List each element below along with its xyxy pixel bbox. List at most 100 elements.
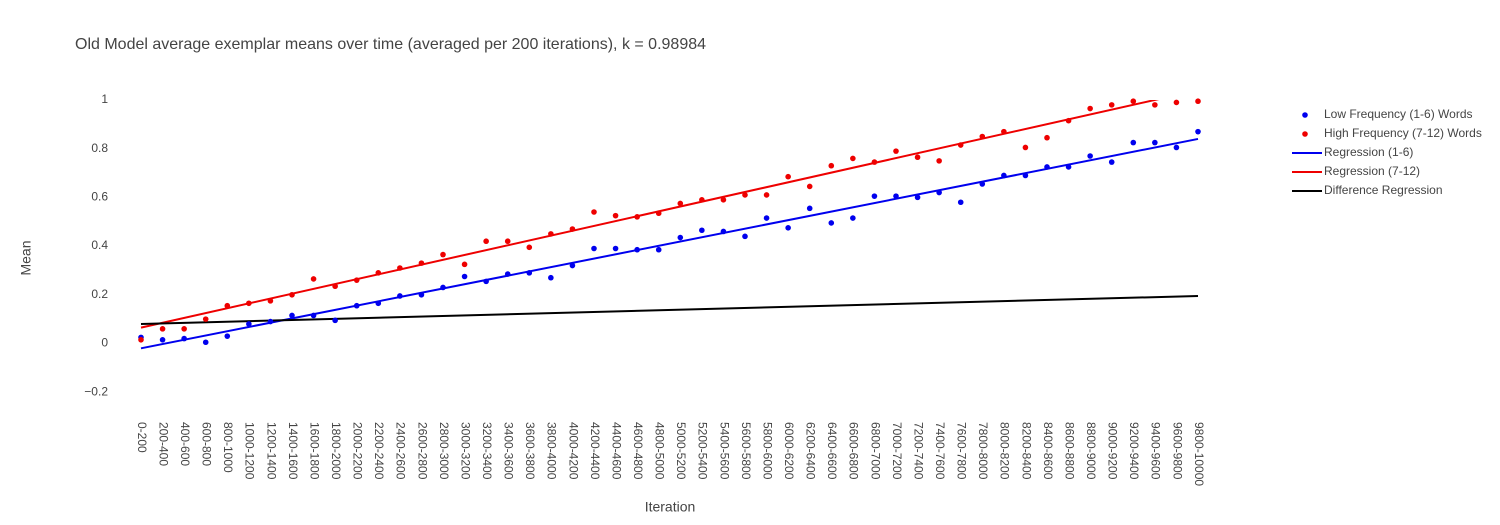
data-point xyxy=(655,246,662,253)
x-tick-label: 8600-8800 xyxy=(1062,422,1076,480)
x-tick-label: 8000-8200 xyxy=(998,422,1012,480)
data-point xyxy=(785,225,791,231)
data-point xyxy=(353,277,360,283)
data-point xyxy=(181,326,187,332)
data-point xyxy=(1001,172,1007,179)
legend-label: Low Frequency (1-6) Words xyxy=(1324,107,1473,121)
data-point xyxy=(569,262,576,269)
x-tick-label: 4200-4400 xyxy=(588,422,602,480)
data-point xyxy=(1022,144,1029,151)
data-point xyxy=(806,205,813,212)
data-point xyxy=(289,291,295,298)
x-tick-label: 1000-1200 xyxy=(243,422,257,480)
data-point xyxy=(569,226,576,232)
data-point xyxy=(418,291,425,298)
regression-line xyxy=(140,294,1199,325)
data-point xyxy=(893,193,899,199)
y-tick-label: 0.2 xyxy=(91,287,108,301)
y-tick-label: 0 xyxy=(101,336,108,350)
x-tick-label: 4600-4800 xyxy=(631,422,645,480)
data-point xyxy=(1195,128,1201,135)
data-point xyxy=(806,183,813,190)
regression-line xyxy=(140,100,1160,329)
data-point xyxy=(224,302,231,309)
data-point xyxy=(310,312,317,319)
data-point xyxy=(742,192,748,198)
data-point xyxy=(871,193,878,199)
data-point xyxy=(375,270,382,276)
data-point xyxy=(440,284,446,291)
x-tick-label: 7400-7600 xyxy=(933,422,947,480)
x-tick-label: 2800-3000 xyxy=(437,422,451,480)
x-tick-label: 7000-7200 xyxy=(890,422,904,480)
x-tick-label: 1600-1800 xyxy=(307,422,321,480)
x-tick-label: 0-200 xyxy=(135,422,149,453)
x-tick-label: 7600-7800 xyxy=(955,422,969,480)
data-point xyxy=(1044,164,1050,170)
data-point xyxy=(655,210,662,217)
legend-label: High Frequency (7-12) Words xyxy=(1324,126,1482,140)
data-point xyxy=(483,238,489,245)
x-tick-label: 7200-7400 xyxy=(911,422,925,480)
data-point xyxy=(246,321,252,327)
x-tick-label: 4400-4600 xyxy=(609,422,623,480)
data-point xyxy=(440,251,446,258)
data-point xyxy=(1087,105,1093,112)
data-point xyxy=(850,155,856,162)
legend-label: Difference Regression xyxy=(1324,183,1443,197)
x-tick-label: 800-1000 xyxy=(221,422,235,473)
y-tick-label: 0.8 xyxy=(91,141,108,155)
data-point xyxy=(375,300,382,307)
legend-marker xyxy=(1302,131,1308,137)
data-point xyxy=(246,300,252,307)
data-point xyxy=(720,197,727,203)
x-tick-label: 3000-3200 xyxy=(458,422,472,480)
x-tick-label: 1400-1600 xyxy=(286,422,300,480)
x-tick-label: 2400-2600 xyxy=(394,422,408,480)
data-point xyxy=(1065,117,1072,124)
x-tick-label: 600-800 xyxy=(200,422,214,466)
data-point xyxy=(483,278,489,285)
data-point xyxy=(634,214,640,220)
legend-label: Regression (1-6) xyxy=(1324,145,1413,159)
x-tick-label: 1800-2000 xyxy=(329,422,343,480)
x-tick-label: 9400-9600 xyxy=(1149,422,1163,480)
data-point xyxy=(138,337,144,343)
data-point xyxy=(720,228,727,235)
x-tick-label: 3200-3400 xyxy=(480,422,494,480)
data-point xyxy=(742,233,748,240)
chart-title: Old Model average exemplar means over ti… xyxy=(75,36,706,53)
data-point xyxy=(310,276,317,282)
data-point xyxy=(159,326,166,332)
data-point xyxy=(397,293,403,299)
data-point xyxy=(1022,172,1029,179)
x-tick-label: 1200-1400 xyxy=(264,422,278,480)
y-axis-title: Mean xyxy=(18,240,34,275)
data-point xyxy=(871,159,878,165)
data-point xyxy=(461,261,468,268)
x-tick-label: 6000-6200 xyxy=(782,422,796,480)
data-point xyxy=(202,316,209,322)
data-point xyxy=(1065,164,1072,170)
data-point xyxy=(828,162,835,169)
data-point xyxy=(914,154,921,161)
y-tick-label: 0.4 xyxy=(91,238,108,252)
data-point xyxy=(1001,128,1007,135)
data-point xyxy=(828,220,835,226)
x-tick-label: 200-400 xyxy=(156,422,170,466)
data-point xyxy=(957,199,964,206)
data-point xyxy=(159,337,166,343)
x-tick-label: 4000-4200 xyxy=(566,422,580,480)
data-point xyxy=(1152,139,1158,146)
legend-marker xyxy=(1302,112,1308,118)
data-point xyxy=(936,158,942,164)
x-tick-label: 2200-2400 xyxy=(372,422,386,480)
x-tick-label: 5200-5400 xyxy=(696,422,710,480)
data-point xyxy=(418,260,425,266)
y-tick-label: 1 xyxy=(101,92,108,106)
data-point xyxy=(677,234,684,241)
data-point xyxy=(332,283,338,290)
data-point xyxy=(1044,134,1050,141)
x-tick-label: 6400-6600 xyxy=(825,422,839,480)
